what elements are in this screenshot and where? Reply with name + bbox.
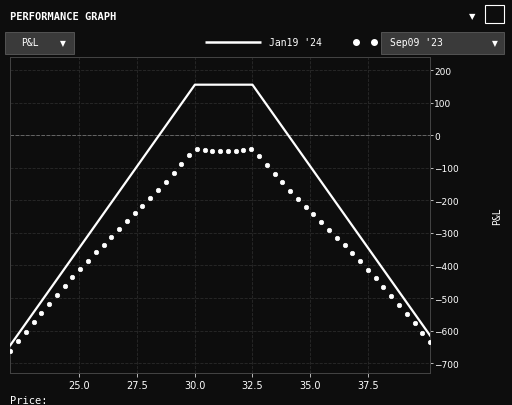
Text: Price:: Price: — [10, 395, 48, 405]
Text: P&L: P&L — [492, 207, 502, 224]
Text: ▼: ▼ — [60, 39, 66, 48]
FancyBboxPatch shape — [5, 33, 74, 55]
FancyBboxPatch shape — [381, 33, 504, 55]
Text: ▼: ▼ — [468, 12, 475, 21]
Text: PERFORMANCE GRAPH: PERFORMANCE GRAPH — [10, 11, 117, 21]
Text: Sep09 '23: Sep09 '23 — [390, 38, 443, 48]
Text: Jan19 '24: Jan19 '24 — [269, 38, 322, 48]
Text: P&L: P&L — [22, 38, 39, 48]
Text: ▼: ▼ — [492, 39, 497, 48]
